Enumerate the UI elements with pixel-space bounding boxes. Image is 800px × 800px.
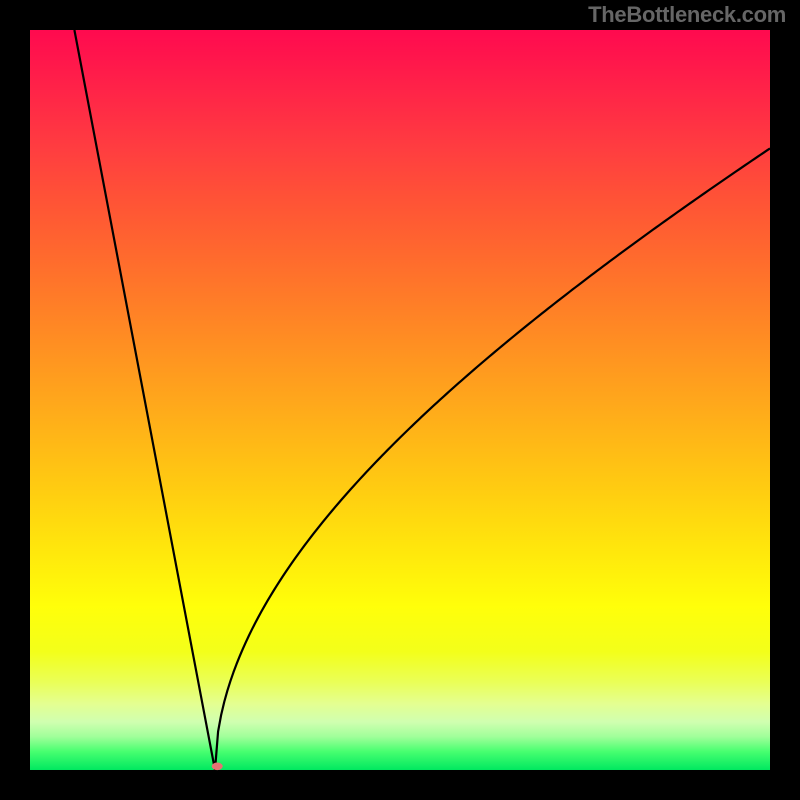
gradient-background xyxy=(30,30,770,770)
optimal-point-marker xyxy=(212,763,223,771)
chart-container: TheBottleneck.com xyxy=(0,0,800,800)
watermark-text: TheBottleneck.com xyxy=(588,2,786,28)
bottleneck-chart xyxy=(0,0,800,800)
